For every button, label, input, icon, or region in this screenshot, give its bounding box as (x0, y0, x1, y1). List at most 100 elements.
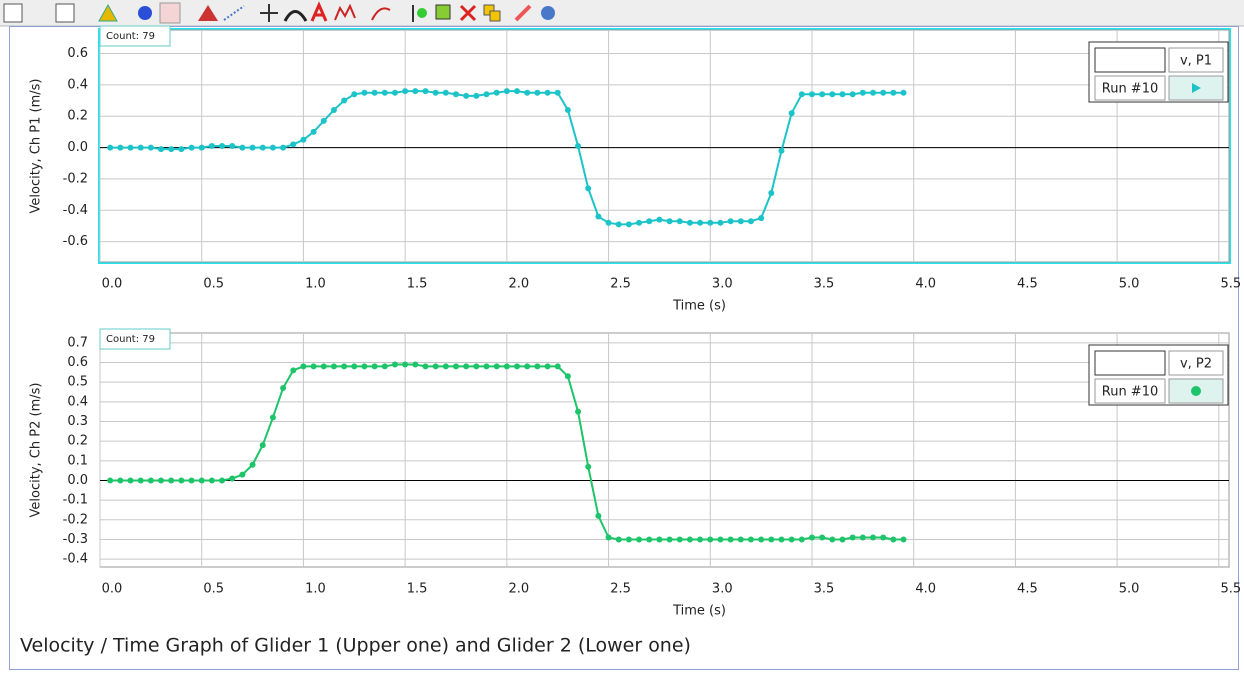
legend-name: v, P1 (1180, 54, 1212, 69)
data-point (727, 218, 734, 225)
data-point (554, 89, 561, 96)
x-tick-label: 0.5 (203, 277, 224, 292)
tool-icon[interactable] (489, 10, 501, 22)
data-point (249, 144, 256, 151)
data-point (310, 128, 317, 135)
tool-icon[interactable] (3, 3, 23, 23)
x-tick-label: 5.5 (1220, 582, 1241, 597)
data-point (747, 218, 754, 225)
tool-icon[interactable] (334, 3, 356, 21)
data-point (880, 534, 887, 541)
tool-icon[interactable] (541, 6, 555, 20)
tool-icon[interactable] (55, 3, 75, 23)
data-point (208, 143, 215, 149)
x-tick-label: 3.0 (712, 277, 733, 292)
count-box (99, 328, 171, 350)
data-point (198, 144, 205, 151)
data-point (107, 477, 114, 484)
legend-run-box (1094, 75, 1166, 101)
legend-name-box (1168, 47, 1224, 73)
data-point (290, 141, 297, 148)
x-tick-label: 4.5 (1017, 582, 1038, 597)
data-point (483, 363, 490, 370)
x-tick-label: 4.5 (1017, 277, 1038, 292)
data-point (432, 363, 439, 370)
tool-icon[interactable] (417, 8, 427, 18)
legend-run: Run #10 (1102, 385, 1159, 400)
window-frame (9, 26, 1239, 670)
x-tick-label: 2.5 (610, 582, 631, 597)
data-point (452, 91, 459, 98)
y-tick-label: -0.4 (63, 552, 88, 567)
data-point (412, 88, 419, 95)
data-point (371, 363, 378, 370)
data-point (900, 89, 907, 96)
tool-icon[interactable] (198, 5, 218, 21)
x-tick-label: 5.5 (1220, 277, 1241, 292)
tool-icon[interactable] (159, 2, 181, 24)
data-point (727, 536, 734, 543)
data-point (636, 536, 643, 543)
tool-icon[interactable] (371, 7, 391, 21)
x-tick-label: 4.0 (915, 277, 936, 292)
tool-icon[interactable] (138, 6, 152, 20)
legend-run-box (1094, 378, 1166, 404)
x-tick-label: 3.5 (814, 277, 835, 292)
data-point (330, 363, 337, 370)
data-point (656, 536, 663, 543)
tool-icon[interactable] (283, 10, 308, 22)
tool-icon[interactable] (310, 1, 328, 22)
tool-icon[interactable] (459, 4, 477, 22)
tool-icon[interactable] (260, 4, 278, 22)
data-point (452, 363, 459, 370)
tool-icon[interactable] (98, 3, 118, 22)
y-tick-label: -0.2 (63, 512, 88, 527)
legend-name-box (1168, 350, 1224, 376)
tool-icon[interactable] (514, 4, 532, 22)
plot: 0.0 0.5 1.0 1.5 2.0 2.5 3.0 3.5 4.0 4.5 5.0 5.5 -0.4… (29, 328, 1241, 619)
data-point (819, 91, 826, 98)
data-point (168, 477, 175, 484)
y-axis-label: Velocity, Ch P2 (m/s) (29, 383, 44, 518)
data-point (391, 361, 398, 368)
y-tick-label: 0.5 (67, 375, 88, 390)
data-point (442, 89, 449, 96)
y-axis-label: Velocity, Ch P1 (m/s) (29, 79, 44, 214)
plot: 0.0 0.5 1.0 1.5 2.0 2.5 3.0 3.5 4.0 4.5 5.0 5.5 -0.6… (29, 25, 1241, 314)
y-tick-label: 0.0 (67, 140, 88, 155)
x-tick-label: 1.0 (305, 277, 326, 292)
x-tick-label: 1.0 (305, 582, 326, 597)
data-point (778, 536, 785, 543)
data-point (137, 477, 144, 484)
data-point (463, 92, 470, 99)
data-point (625, 221, 632, 228)
tool-icon[interactable] (223, 5, 245, 21)
data-point (178, 477, 185, 484)
tool-icon[interactable] (483, 4, 495, 16)
data-point (564, 373, 571, 380)
tool-icon[interactable] (435, 4, 451, 20)
data-point (788, 536, 795, 543)
y-tick-label: 0.2 (67, 434, 88, 449)
data-point (219, 477, 226, 484)
data-point (493, 363, 500, 370)
data-point (320, 117, 327, 124)
data-point (575, 143, 582, 149)
data-point (127, 144, 134, 151)
data-point (422, 88, 429, 95)
y-tick-label: -0.6 (63, 234, 88, 249)
x-tick-label: 4.0 (915, 582, 936, 597)
data-point (503, 363, 510, 370)
data-point (788, 110, 795, 117)
data-point (676, 218, 683, 225)
data-point (717, 219, 724, 226)
data-point (239, 144, 246, 151)
data-point (351, 363, 358, 370)
data-point (269, 414, 276, 421)
plot-area (99, 29, 1230, 263)
data-point (697, 536, 704, 543)
legend-swatch-box (1094, 350, 1166, 376)
x-tick-label: 1.5 (407, 582, 428, 597)
data-point (432, 89, 439, 96)
data-point (514, 363, 521, 370)
